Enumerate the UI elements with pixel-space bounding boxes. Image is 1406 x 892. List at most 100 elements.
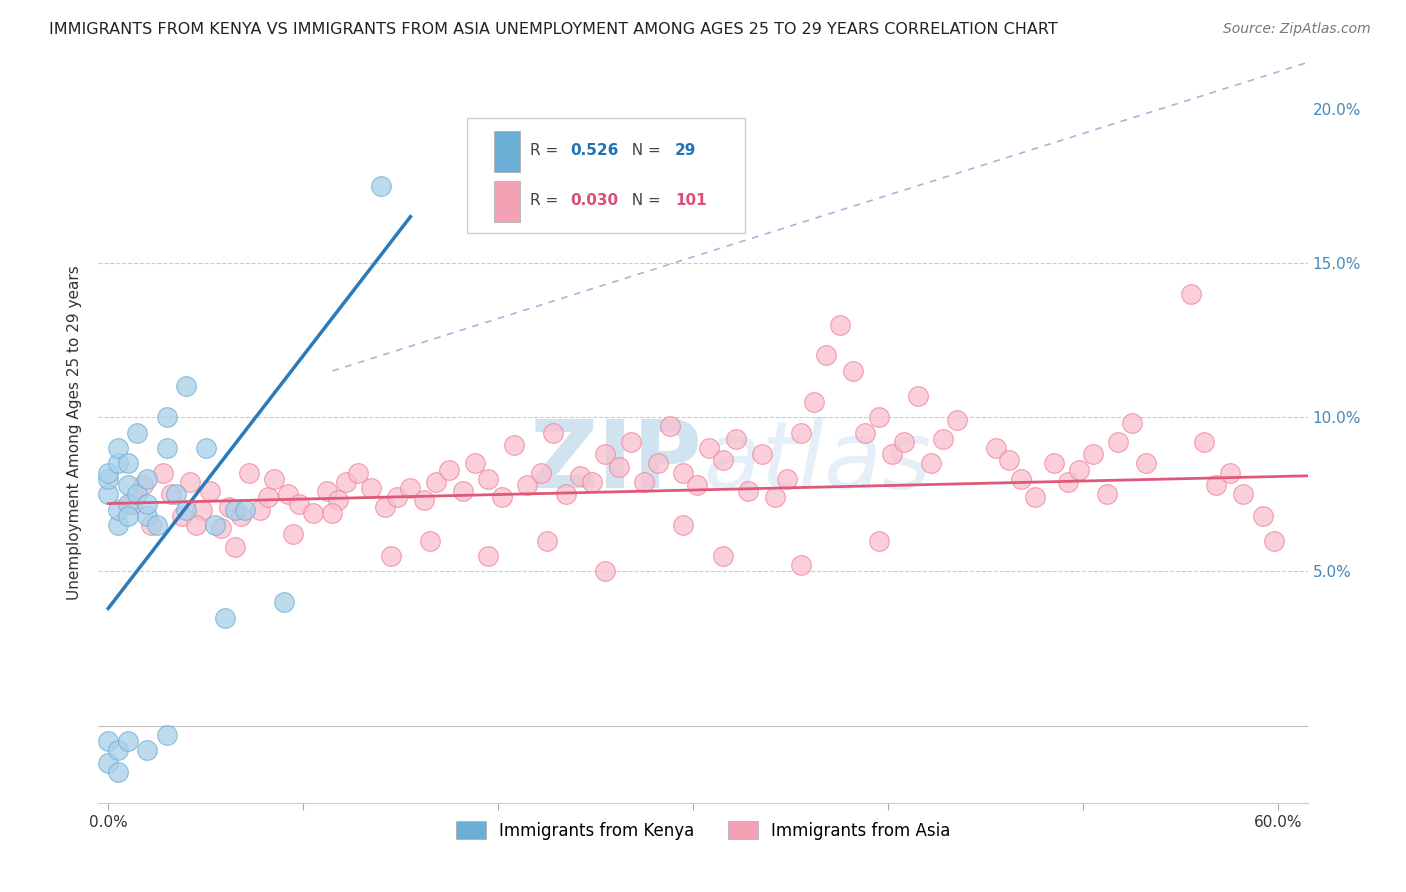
Point [737, 484, 759, 499]
Point [1069, 462, 1091, 476]
Text: Source: ZipAtlas.com: Source: ZipAtlas.com [1223, 22, 1371, 37]
Point [882, 447, 904, 461]
Point [536, 533, 558, 548]
Point [672, 466, 695, 480]
Point [117, 734, 139, 748]
Point [1056, 475, 1078, 489]
Point [1219, 466, 1241, 480]
Point [156, 410, 179, 425]
Bar [494, 181, 520, 222]
Point [107, 764, 129, 779]
Point [491, 491, 513, 505]
Point [399, 481, 422, 495]
Point [136, 497, 159, 511]
Point [789, 425, 811, 440]
Point [263, 472, 285, 486]
Point [607, 459, 630, 474]
Point [288, 497, 311, 511]
Point [179, 475, 201, 489]
Point [464, 457, 486, 471]
Point [136, 508, 159, 523]
Point [555, 487, 578, 501]
Point [194, 441, 217, 455]
Point [998, 453, 1021, 467]
Bar [494, 131, 520, 172]
Point [633, 475, 655, 489]
Point [174, 379, 197, 393]
Point [725, 432, 748, 446]
Point [107, 457, 129, 471]
Point [477, 549, 499, 563]
Point [117, 457, 139, 471]
Point [920, 457, 942, 471]
Point [516, 478, 538, 492]
Point [1135, 457, 1157, 471]
Point [107, 518, 129, 533]
Text: R =: R = [530, 143, 564, 158]
Point [828, 318, 851, 332]
Point [117, 497, 139, 511]
Point [1180, 286, 1202, 301]
Point [686, 478, 709, 492]
Text: 29: 29 [675, 143, 696, 158]
Point [238, 466, 260, 480]
Point [1107, 434, 1129, 449]
Point [191, 502, 214, 516]
Point [360, 481, 382, 495]
Point [107, 743, 129, 757]
Point [1263, 533, 1285, 548]
Text: IMMIGRANTS FROM KENYA VS IMMIGRANTS FROM ASIA UNEMPLOYMENT AMONG AGES 25 TO 29 Y: IMMIGRANTS FROM KENYA VS IMMIGRANTS FROM… [49, 22, 1057, 37]
Point [711, 549, 734, 563]
Point [413, 493, 436, 508]
Point [174, 502, 197, 516]
Point [257, 491, 280, 505]
Point [159, 487, 181, 501]
Text: N =: N = [621, 193, 665, 208]
Text: 0.030: 0.030 [569, 193, 619, 208]
Point [374, 500, 396, 514]
Text: N =: N = [621, 143, 665, 158]
Point [451, 484, 474, 499]
Point [477, 472, 499, 486]
Text: R =: R = [530, 193, 564, 208]
Point [204, 518, 226, 533]
Point [229, 508, 252, 523]
Text: 101: 101 [675, 193, 707, 208]
Point [751, 447, 773, 461]
Point [658, 419, 681, 434]
Point [647, 457, 669, 471]
Point [156, 441, 179, 455]
Point [117, 508, 139, 523]
Point [569, 468, 592, 483]
Point [97, 756, 120, 770]
Point [165, 487, 187, 501]
Point [302, 506, 325, 520]
Text: 0.526: 0.526 [569, 143, 619, 158]
Point [146, 518, 169, 533]
Point [214, 610, 236, 624]
Point [233, 502, 256, 516]
Point [697, 441, 720, 455]
Point [249, 502, 271, 516]
Y-axis label: Unemployment Among Ages 25 to 29 years: Unemployment Among Ages 25 to 29 years [66, 265, 82, 600]
Point [1095, 487, 1118, 501]
Point [595, 565, 617, 579]
Point [385, 491, 408, 505]
Text: atlas: atlas [703, 417, 931, 508]
Point [1024, 491, 1046, 505]
Text: ZIP: ZIP [530, 417, 703, 508]
Point [868, 410, 890, 425]
Point [321, 506, 343, 520]
Point [370, 178, 392, 193]
Point [1251, 508, 1274, 523]
Point [419, 533, 441, 548]
Point [893, 434, 915, 449]
Point [97, 734, 120, 748]
Point [184, 518, 207, 533]
Point [132, 478, 155, 492]
Point [595, 447, 617, 461]
Point [945, 413, 967, 427]
Point [218, 500, 240, 514]
Point [209, 521, 232, 535]
Point [152, 466, 174, 480]
